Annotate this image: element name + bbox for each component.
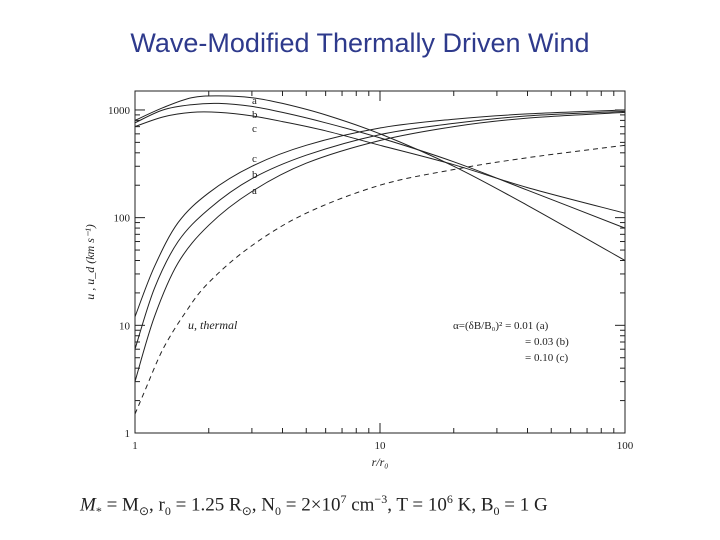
series-line-2 <box>134 111 626 214</box>
series-line-6 <box>134 144 626 415</box>
label-b-mid: b <box>252 169 258 181</box>
legend-line-3: = 0.10 (c) <box>525 352 568 364</box>
y-axis-label: u , u_d (km s⁻¹) <box>83 224 97 300</box>
series-line-3 <box>134 109 626 317</box>
x-tick-label: 100 <box>617 440 634 452</box>
label-b-top: b <box>252 109 258 121</box>
y-tick-label: 100 <box>114 213 131 225</box>
minor-ticks <box>135 91 625 433</box>
plot-frame <box>134 90 626 434</box>
x-tick-label: 1 <box>132 440 138 452</box>
parameters-footer: M* = M⊙, r0 = 1.25 R⊙, N0 = 2×107 cm−3, … <box>80 492 548 519</box>
major-ticks <box>134 91 626 434</box>
y-tick-label: 1 <box>125 428 131 440</box>
x-axis-label: r/r₀ <box>372 455 389 469</box>
tick-labels: 1 10 100 1 10 100 1000 <box>108 105 634 452</box>
label-a-mid: a <box>252 185 257 197</box>
legend-line-1: α=(δB/B₀)² = 0.01 (a) <box>453 320 549 332</box>
slide-title: Wave-Modified Thermally Driven Wind <box>130 28 590 58</box>
y-tick-label: 1000 <box>108 105 131 117</box>
label-a-top: a <box>252 95 257 107</box>
legend-line-2: = 0.03 (b) <box>525 336 569 348</box>
chart: 1 10 100 1 10 100 1000 u , u_d (km s⁻¹) r/r₀ a… <box>83 90 634 469</box>
series-line-5 <box>134 111 626 382</box>
label-c-mid: c <box>252 153 257 165</box>
x-tick-label: 10 <box>375 440 387 452</box>
series-layer <box>134 95 626 415</box>
y-tick-label: 10 <box>119 320 131 332</box>
series-line-0 <box>134 95 626 261</box>
series-line-4 <box>134 110 626 350</box>
label-c-top: c <box>252 123 257 135</box>
thermal-label: u, thermal <box>188 318 238 332</box>
